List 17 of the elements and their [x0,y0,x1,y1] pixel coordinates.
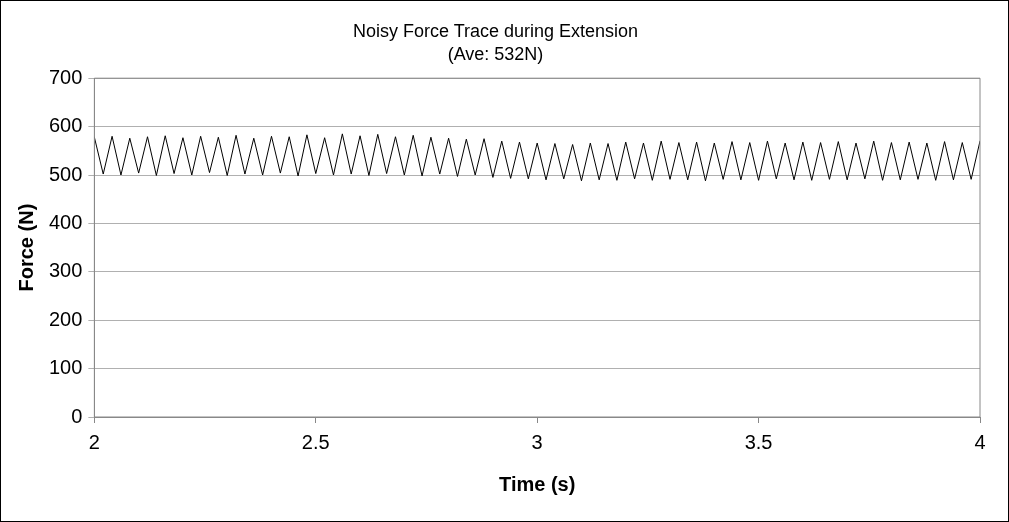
x-tick-label: 3 [531,430,543,453]
y-tick-label: 500 [48,162,83,185]
chart-title: Noisy Force Trace during Extension [352,20,639,41]
y-tick-label: 200 [48,307,83,330]
y-tick-label: 700 [48,65,83,88]
x-tick-label: 2 [88,430,100,453]
x-tick-label: 2.5 [301,430,330,453]
y-tick-label: 0 [71,404,83,427]
x-tick-label: 3.5 [744,430,773,453]
y-tick-label: 100 [48,356,83,379]
x-axis-title: Time (s) [499,472,576,495]
y-tick-label: 600 [48,114,83,137]
y-tick-label: 400 [48,210,83,233]
x-tick-label: 4 [974,430,986,453]
chart-subtitle: (Ave: 532N) [447,44,544,65]
y-axis-title: Force (N) [14,203,37,292]
y-tick-label: 300 [48,259,83,282]
